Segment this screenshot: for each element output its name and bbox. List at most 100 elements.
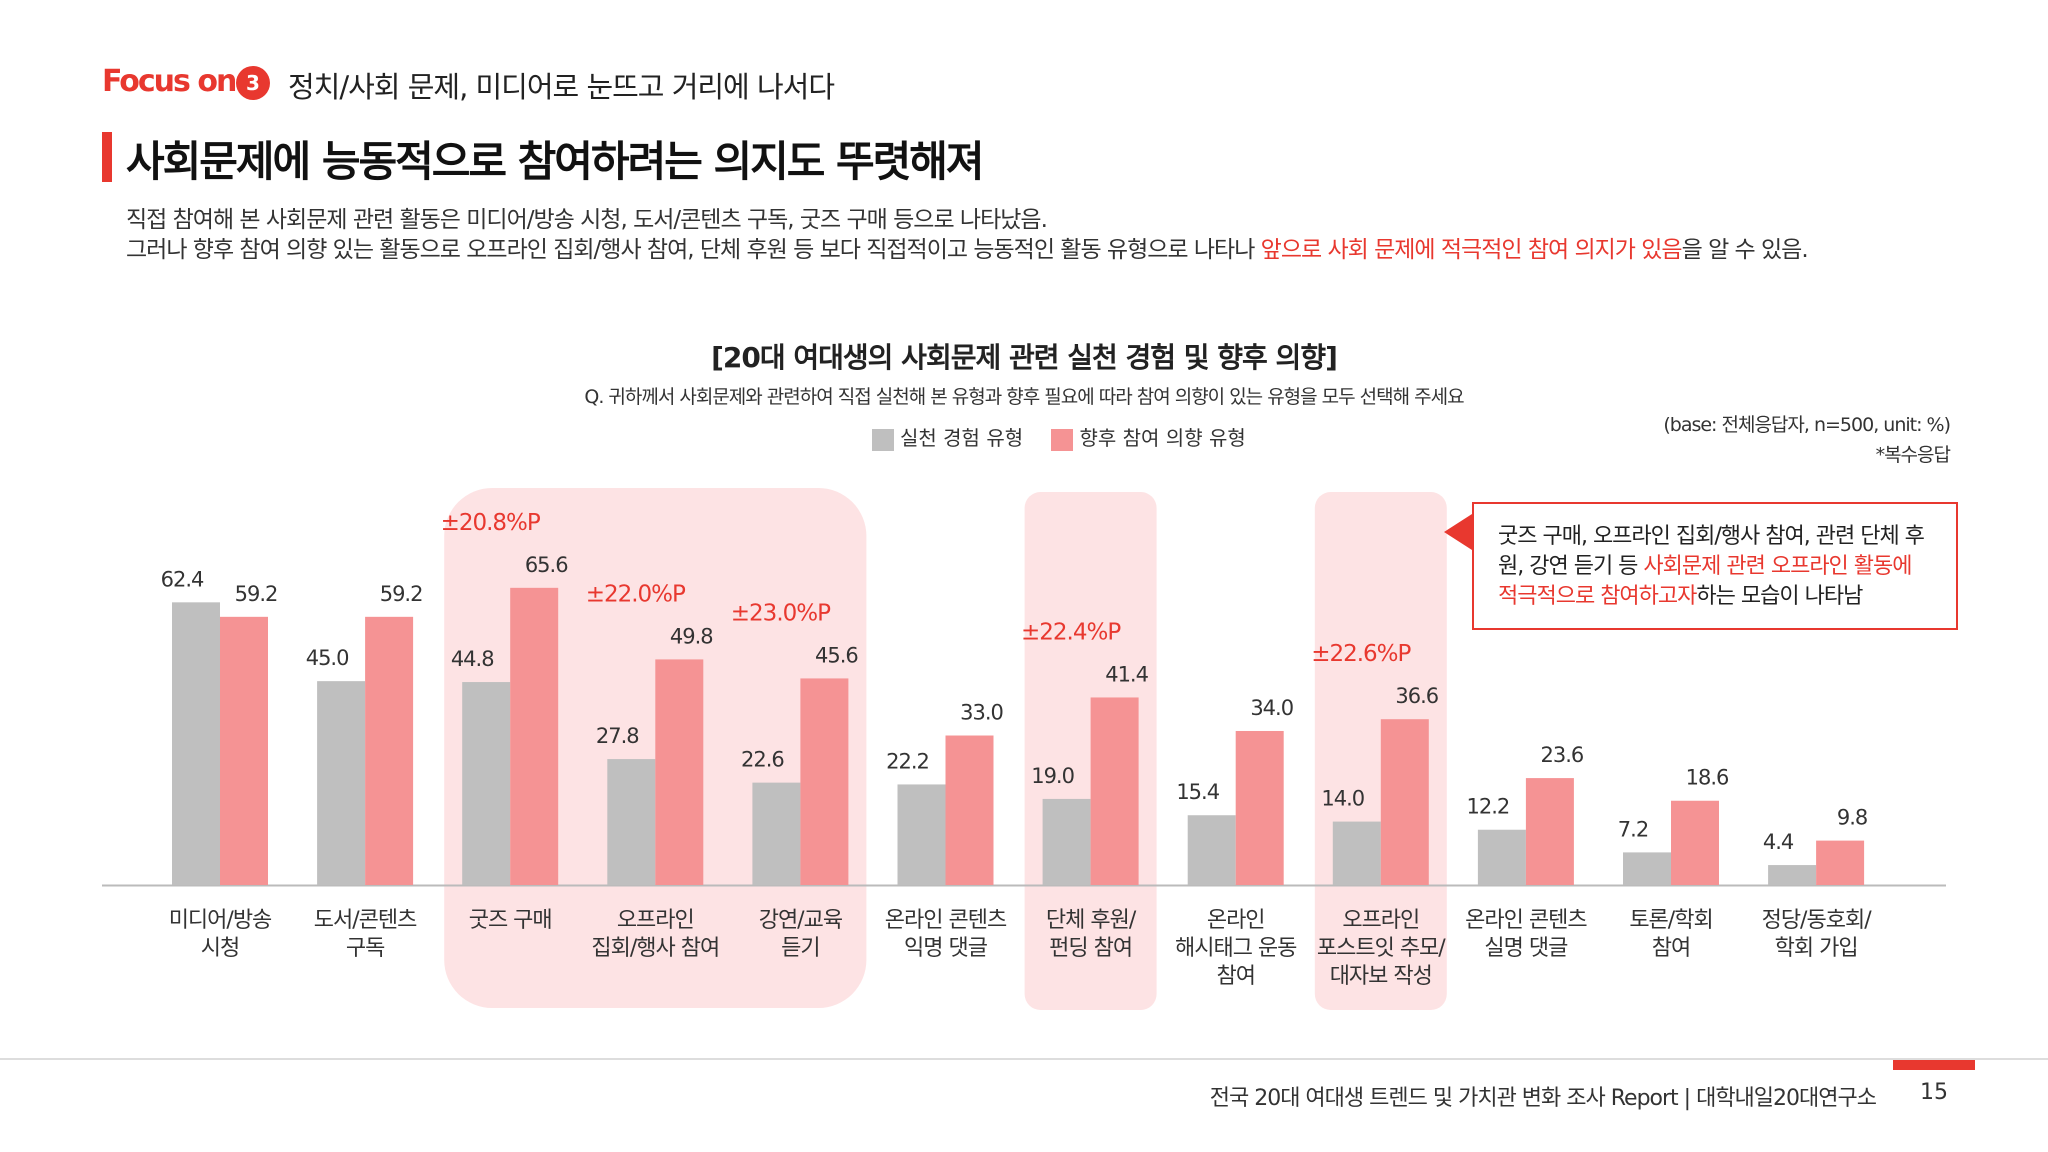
legend-item-experience: 실천 경험 유형 xyxy=(872,422,1023,451)
category-label: 참여 xyxy=(1652,936,1690,961)
multiple-response-note: *복수응답 xyxy=(1875,444,1951,466)
base-note: (base: 전체응답자, n=500, unit: %) xyxy=(1663,414,1951,436)
category-label: 집회/행사 참여 xyxy=(591,936,719,961)
value-label-intention: 59.2 xyxy=(235,582,278,606)
legend-swatch-experience xyxy=(872,428,894,451)
callout-pointer xyxy=(1444,514,1472,550)
chart-title: [20대 여대생의 사회문제 관련 실천 경험 및 향후 의향] xyxy=(711,341,1338,374)
focus-on-label: Focus on xyxy=(102,64,237,99)
chart-question: Q. 귀하께서 사회문제와 관련하여 직접 실천해 본 유형과 향후 필요에 따… xyxy=(584,386,1464,408)
category-label: 익명 댓글 xyxy=(904,936,988,961)
value-label-experience: 7.2 xyxy=(1618,817,1648,841)
value-label-intention: 33.0 xyxy=(960,701,1003,725)
description-line-2-suffix: 을 알 수 있음. xyxy=(1681,237,1809,263)
value-label-intention: 59.2 xyxy=(380,582,423,606)
section-title: 정치/사회 문제, 미디어로 눈뜨고 거리에 나서다 xyxy=(288,70,835,104)
bar-experience xyxy=(1477,829,1526,885)
category-label: 토론/학회 xyxy=(1629,908,1712,933)
difference-label: ±22.0%P xyxy=(586,581,686,607)
category-label: 실명 댓글 xyxy=(1484,936,1568,961)
bar-intention xyxy=(800,678,849,885)
difference-label: ±22.4%P xyxy=(1021,619,1121,645)
value-label-experience: 62.4 xyxy=(161,567,204,591)
value-label-intention: 34.0 xyxy=(1250,696,1293,720)
bar-experience xyxy=(1623,852,1671,885)
bar-intention xyxy=(655,659,704,885)
footer-accent-bar xyxy=(1893,1060,1975,1070)
category-label: 대자보 작성 xyxy=(1330,964,1432,989)
bar-experience xyxy=(752,782,801,885)
category-label: 오프라인 xyxy=(617,908,694,933)
value-label-intention: 23.6 xyxy=(1541,743,1584,767)
value-label-experience: 22.2 xyxy=(886,749,929,773)
bar-intention xyxy=(220,616,268,885)
legend-label-experience: 실천 경험 유형 xyxy=(900,426,1024,450)
description-line-2: 그러나 향후 참여 의향 있는 활동으로 오프라인 집회/행사 참여, 단체 후… xyxy=(126,230,1809,264)
value-label-experience: 12.2 xyxy=(1467,795,1510,819)
description-highlight: 앞으로 사회 문제에 적극적인 참여 의지가 있음 xyxy=(1260,237,1683,263)
callout-text-prefix: 굿즈 구매, 오프라인 집회/행사 참여, 관련 단체 후원, 강연 듣기 등 xyxy=(1498,524,1925,579)
description-line-2-prefix: 그러나 향후 참여 의향 있는 활동으로 오프라인 집회/행사 참여, 단체 후… xyxy=(126,237,1261,263)
category-label: 정당/동호회/ xyxy=(1762,908,1873,933)
category-label: 포스트잇 추모/ xyxy=(1317,936,1446,961)
value-label-intention: 65.6 xyxy=(525,553,568,577)
category-label: 도서/콘텐츠 xyxy=(314,908,417,933)
value-label-experience: 27.8 xyxy=(596,724,639,748)
value-label-experience: 44.8 xyxy=(451,647,494,671)
category-label: 미디어/방송 xyxy=(169,908,272,933)
category-label: 오프라인 xyxy=(1342,908,1419,933)
bar-experience xyxy=(607,759,656,885)
category-label: 굿즈 구매 xyxy=(469,908,552,933)
bar-experience xyxy=(1332,821,1381,885)
legend-label-intention: 향후 참여 의향 유형 xyxy=(1079,426,1246,450)
category-label: 듣기 xyxy=(781,936,819,961)
callout-box: 굿즈 구매, 오프라인 집회/행사 참여, 관련 단체 후원, 강연 듣기 등 … xyxy=(1472,502,1958,630)
category-label: 온라인 콘텐츠 xyxy=(885,908,1007,933)
bar-intention xyxy=(1235,730,1284,885)
value-label-intention: 18.6 xyxy=(1686,766,1729,790)
value-label-experience: 22.6 xyxy=(741,748,784,772)
bar-intention xyxy=(945,735,994,885)
legend-item-intention: 향후 참여 의향 유형 xyxy=(1051,422,1246,451)
category-label: 펀딩 참여 xyxy=(1049,936,1132,961)
value-label-intention: 49.8 xyxy=(670,624,713,648)
value-label-experience: 4.4 xyxy=(1763,830,1794,854)
category-label: 온라인 xyxy=(1207,908,1265,933)
value-label-intention: 45.6 xyxy=(815,643,858,667)
bar-experience xyxy=(317,681,366,885)
callout-highlight: 사회문제 관련 오프라인 활동에 적극적으로 참여하고자 xyxy=(1498,554,1913,609)
bar-intention xyxy=(365,616,414,885)
page-title: 사회문제에 능동적으로 참여하려는 의지도 뚜렷해져 xyxy=(126,137,985,186)
bar-intention xyxy=(1380,719,1429,885)
difference-label: ±23.0%P xyxy=(731,600,831,626)
value-label-experience: 15.4 xyxy=(1176,780,1219,804)
value-label-experience: 45.0 xyxy=(306,646,349,670)
difference-label: ±22.6%P xyxy=(1311,641,1411,667)
bar-experience xyxy=(172,602,220,885)
bar-intention xyxy=(510,587,559,885)
category-label: 참여 xyxy=(1216,964,1254,989)
value-label-experience: 19.0 xyxy=(1031,764,1074,788)
category-label: 학회 가입 xyxy=(1775,936,1858,961)
value-label-experience: 14.0 xyxy=(1321,787,1364,811)
bar-experience xyxy=(1187,815,1236,885)
chart-legend: 실천 경험 유형 향후 참여 의향 유형 xyxy=(872,422,1268,451)
bar-experience xyxy=(897,784,946,885)
callout-text-suffix: 하는 모습이 나타남 xyxy=(1696,584,1863,609)
bar-experience xyxy=(1768,865,1817,885)
category-label: 시청 xyxy=(201,936,239,961)
page-number: 15 xyxy=(1920,1080,1948,1105)
category-label: 단체 후원/ xyxy=(1046,908,1137,933)
category-label: 강연/교육 xyxy=(759,908,843,933)
category-label: 구독 xyxy=(346,936,385,961)
value-label-intention: 41.4 xyxy=(1105,662,1148,686)
bar-intention xyxy=(1816,840,1865,885)
bar-intention xyxy=(1671,800,1719,885)
footer-text: 전국 20대 여대생 트렌드 및 가치관 변화 조사 Report | 대학내일… xyxy=(1209,1086,1877,1111)
footer-divider xyxy=(0,1058,2048,1060)
bar-intention xyxy=(1090,697,1139,885)
bar-experience xyxy=(462,682,511,885)
description-line-1: 직접 참여해 본 사회문제 관련 활동은 미디어/방송 시청, 도서/콘텐츠 구… xyxy=(126,207,1048,233)
category-label: 온라인 콘텐츠 xyxy=(1465,908,1587,933)
